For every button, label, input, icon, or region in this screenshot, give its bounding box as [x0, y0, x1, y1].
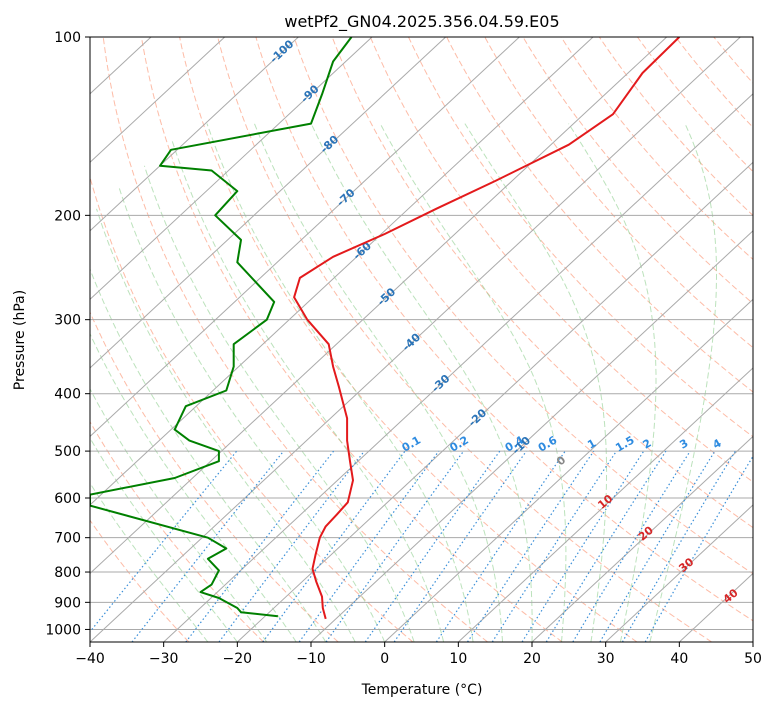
- y-tick-label: 400: [54, 387, 81, 403]
- chart-title: wetPf2_GN04.2025.356.04.59.E05: [284, 12, 559, 32]
- y-tick-label: 1000: [45, 622, 81, 638]
- x-tick-label: 20: [523, 651, 541, 667]
- y-tick-label: 800: [54, 565, 81, 581]
- y-tick-label: 900: [54, 595, 81, 611]
- y-tick-label: 300: [54, 313, 81, 329]
- x-tick-label: 10: [449, 651, 467, 667]
- x-tick-label: 0: [380, 651, 389, 667]
- x-axis-label: Temperature (°C): [361, 682, 483, 698]
- y-tick-label: 700: [54, 531, 81, 547]
- x-tick-label: −20: [223, 651, 253, 667]
- x-tick-label: −30: [149, 651, 179, 667]
- x-tick-label: −10: [296, 651, 326, 667]
- x-tick-label: 30: [597, 651, 615, 667]
- y-tick-label: 600: [54, 491, 81, 507]
- x-tick-label: 50: [744, 651, 762, 667]
- y-tick-label: 100: [54, 30, 81, 46]
- x-tick-label: 40: [670, 651, 688, 667]
- y-tick-label: 500: [54, 444, 81, 460]
- y-tick-label: 200: [54, 208, 81, 224]
- x-tick-label: −40: [75, 651, 105, 667]
- y-axis-label: Pressure (hPa): [12, 290, 28, 390]
